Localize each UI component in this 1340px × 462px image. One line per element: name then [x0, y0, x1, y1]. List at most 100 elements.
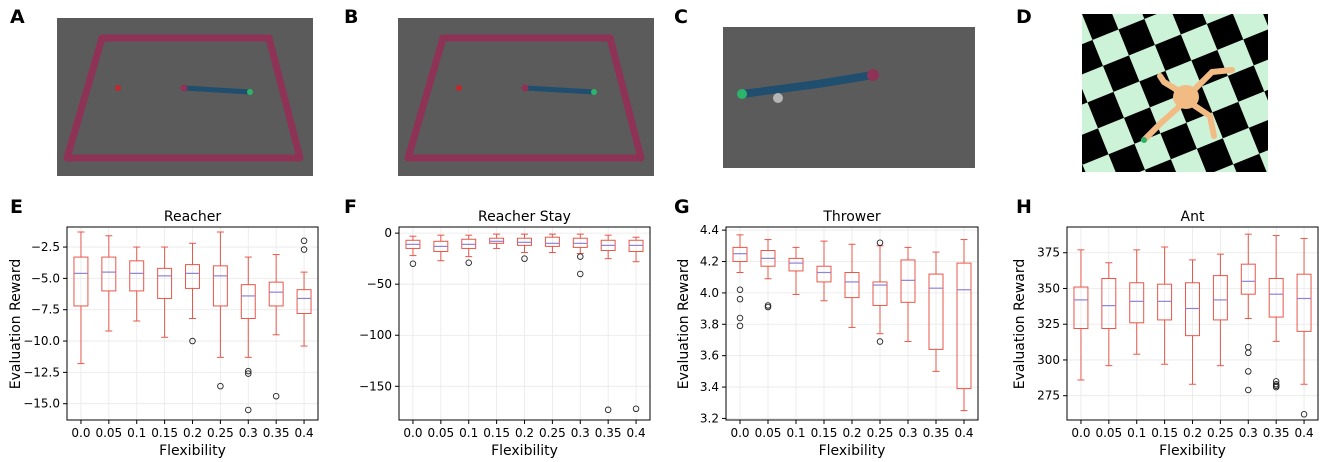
outlier-point: [876, 239, 884, 246]
outlier-point: [764, 303, 772, 311]
box-body: [872, 281, 888, 306]
reacher-arm: [181, 85, 253, 95]
x-tick-label: 0.0: [71, 426, 90, 440]
arm-base: [180, 84, 188, 92]
outlier-point: [736, 314, 744, 322]
box-body: [900, 259, 916, 303]
chart-title: Reacher Stay: [478, 209, 571, 225]
arena-border: [404, 34, 645, 162]
x-tick-label: 0.4: [295, 426, 314, 440]
outlier-point: [1300, 411, 1308, 418]
outlier-point: [1245, 386, 1252, 394]
chart-title: Ant: [1181, 209, 1205, 225]
outlier-point: [876, 338, 884, 345]
y-tick-label: 325: [1037, 317, 1060, 331]
x-tick-label: 0.3: [239, 426, 258, 440]
y-tick-label: 300: [1037, 353, 1060, 367]
y-tick-label: 4.2: [700, 255, 719, 269]
x-tick-label: 0.05: [1095, 426, 1122, 440]
outlier-point: [409, 260, 417, 268]
x-tick-label: 0.3: [898, 426, 917, 440]
box-body: [1073, 286, 1089, 330]
panel-label-c: C: [674, 6, 688, 28]
x-tick-label: 0.4: [1295, 426, 1314, 440]
box-body: [1212, 275, 1228, 321]
y-tick-label: −100: [359, 328, 392, 342]
y-tick-label: 0: [384, 226, 392, 240]
x-axis-label: Flexibility: [819, 443, 886, 459]
y-tick-label: 350: [1037, 281, 1060, 295]
x-tick-label: 0.2: [515, 426, 534, 440]
fingertip: [591, 89, 597, 95]
x-tick-label: 0.1: [459, 426, 478, 440]
box-body: [816, 265, 832, 283]
box-body: [157, 267, 173, 299]
panel-label-b: B: [344, 6, 359, 28]
panel-label-f: F: [344, 196, 357, 218]
y-tick-label: 3.2: [700, 411, 719, 425]
scene-background: [723, 27, 975, 168]
box-body: [732, 246, 748, 263]
box-body: [788, 257, 804, 272]
ant-torso: [1173, 85, 1199, 109]
x-tick-label: 0.1: [127, 426, 146, 440]
arena-border: [63, 34, 304, 162]
outlier-point: [1245, 349, 1252, 357]
outlier-point: [245, 406, 252, 414]
x-tick-label: 0.15: [483, 426, 510, 440]
x-tick-label: 0.25: [207, 426, 234, 440]
outlier-point: [465, 259, 472, 266]
y-tick-label: 3.6: [700, 349, 719, 363]
y-tick-label: −2.5: [31, 240, 60, 254]
panel-label-d: D: [1016, 6, 1032, 28]
y-tick-label: −50: [367, 277, 392, 291]
y-axis-label: Evaluation Reward: [676, 259, 692, 389]
x-tick-label: 0.35: [263, 426, 290, 440]
box-body: [101, 256, 117, 292]
x-tick-label: 0.3: [1239, 426, 1258, 440]
x-tick-label: 0.05: [95, 426, 122, 440]
box-body: [1185, 282, 1200, 337]
x-tick-label: 0.4: [627, 426, 646, 440]
outlier-point: [245, 367, 252, 375]
outlier-point: [1245, 368, 1252, 375]
x-tick-label: 0.1: [786, 426, 805, 440]
outlier-point: [736, 322, 744, 330]
y-tick-label: −10.0: [23, 334, 60, 348]
x-axis-label: Flexibility: [491, 443, 558, 459]
x-tick-label: 0.35: [1263, 426, 1290, 440]
outlier-point: [1272, 383, 1280, 391]
box-body: [129, 260, 145, 292]
y-tick-label: 275: [1037, 389, 1060, 403]
box-body: [1129, 282, 1145, 324]
box-body: [544, 236, 560, 247]
outlier-point: [604, 406, 612, 414]
x-tick-label: 0.0: [730, 426, 749, 440]
x-tick-label: 0.25: [1207, 426, 1234, 440]
x-tick-label: 0.2: [842, 426, 861, 440]
x-tick-label: 0.05: [427, 426, 454, 440]
y-tick-label: −150: [359, 379, 392, 393]
box-body: [928, 273, 944, 350]
outlier-point: [736, 295, 744, 303]
y-tick-label: −12.5: [23, 365, 60, 379]
y-tick-label: 375: [1037, 246, 1060, 260]
x-tick-label: 0.25: [867, 426, 894, 440]
box-body: [956, 262, 972, 390]
y-axis-label: Evaluation Reward: [8, 259, 24, 389]
panel-label-h: H: [1016, 196, 1032, 218]
x-axis-label: Flexibility: [1159, 443, 1226, 459]
box-body: [1268, 277, 1284, 318]
y-tick-label: −7.5: [31, 303, 60, 317]
outlier-point: [577, 270, 584, 278]
box-body: [240, 284, 256, 319]
x-tick-label: 0.0: [1071, 426, 1090, 440]
outlier-point: [300, 237, 308, 245]
box-body: [844, 272, 860, 299]
target-dot: [115, 85, 121, 91]
x-tick-label: 0.2: [1183, 426, 1202, 440]
x-tick-label: 0.3: [571, 426, 590, 440]
panel-label-e: E: [10, 196, 23, 218]
thrower-arm: [738, 71, 877, 98]
